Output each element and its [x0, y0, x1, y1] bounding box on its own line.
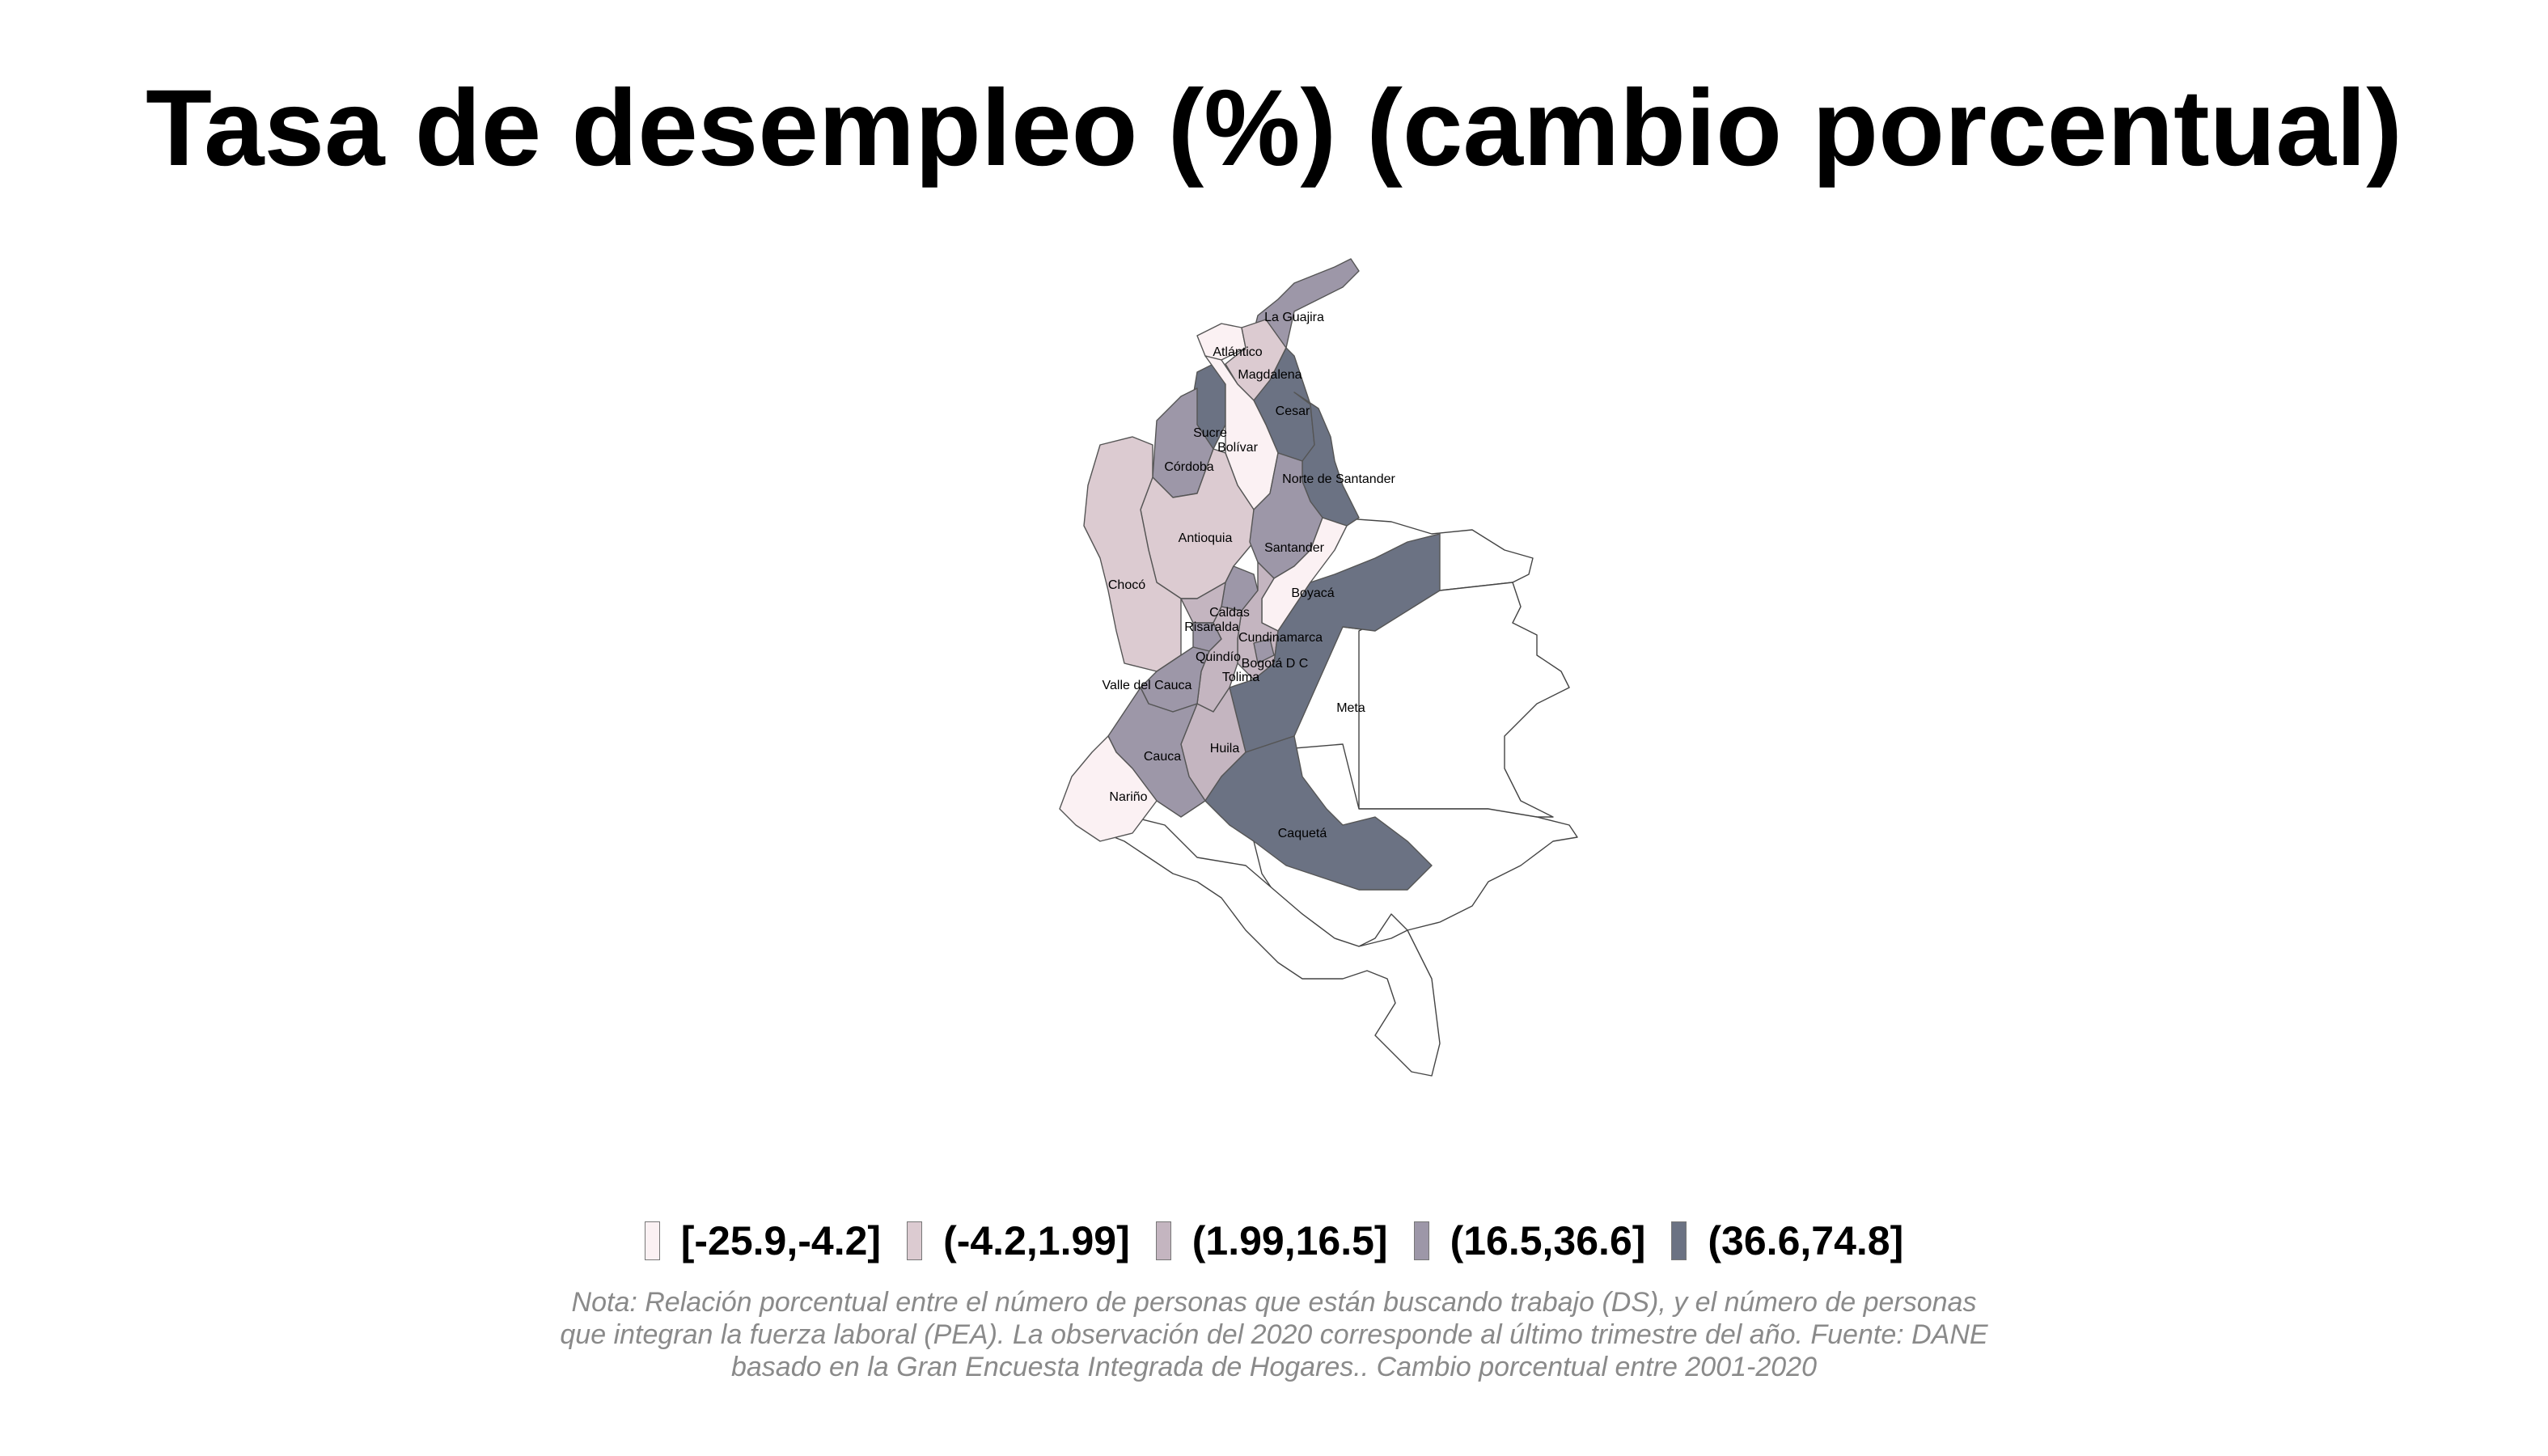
dept-label: Norte de Santander — [1282, 472, 1395, 486]
source-note: Nota: Relación porcentual entre el númer… — [560, 1287, 1988, 1382]
dept-label: Bogotá D C — [1242, 657, 1309, 671]
legend-item: (36.6,74.8] — [1671, 1217, 1903, 1264]
dept-label: Sucre — [1193, 426, 1227, 440]
dept-label: Huila — [1210, 742, 1240, 756]
region-no-data-amazonas-putumayo — [1099, 808, 1441, 1077]
dept-label: Caquetá — [1278, 827, 1327, 840]
dept-label: Quindío — [1196, 650, 1241, 664]
dept-label: Antioquia — [1179, 531, 1233, 545]
dept-label: Atlántico — [1213, 345, 1262, 359]
legend-swatch — [907, 1221, 923, 1260]
dept-caqueta — [1204, 735, 1433, 891]
dept-label: Córdoba — [1164, 460, 1213, 474]
map-title: Tasa de desempleo (%) (cambio porcentual… — [146, 68, 2402, 188]
dept-label: Chocó — [1108, 578, 1145, 592]
colombia-choropleth-map: La GuajiraAtlánticoMagdalenaCesarSucreBo… — [1059, 258, 1578, 1077]
dept-label: Tolima — [1222, 671, 1259, 684]
legend-label: (1.99,16.5] — [1191, 1218, 1388, 1263]
legend-item: (-4.2,1.99] — [907, 1217, 1130, 1264]
legend-item: [-25.9,-4.2] — [644, 1217, 882, 1264]
dept-narino — [1059, 735, 1158, 842]
legend: [-25.9,-4.2] (-4.2,1.99] (1.99,16.5] (16.5,… — [0, 1217, 2548, 1264]
legend-swatch — [1671, 1221, 1687, 1260]
dept-label: Caldas — [1209, 606, 1250, 620]
dept-bogota — [1253, 638, 1275, 664]
legend-label: [-25.9,-4.2] — [680, 1218, 882, 1263]
legend-swatch — [1155, 1221, 1171, 1260]
legend-label: (36.6,74.8] — [1708, 1218, 1904, 1263]
dept-label: Cauca — [1144, 750, 1181, 764]
dept-label: Cundinamarca — [1238, 631, 1323, 645]
legend-label: (16.5,36.6] — [1450, 1218, 1646, 1263]
legend-item: (16.5,36.6] — [1413, 1217, 1646, 1264]
dept-label: Santander — [1264, 541, 1325, 555]
dept-label: Bolívar — [1217, 441, 1258, 455]
dept-label: Meta — [1336, 701, 1365, 715]
dept-label: Cesar — [1276, 404, 1310, 418]
legend-swatch — [1413, 1221, 1429, 1260]
dept-label: Boyacá — [1291, 586, 1334, 600]
legend-item: (1.99,16.5] — [1155, 1217, 1388, 1264]
dept-label: Risaralda — [1184, 620, 1239, 634]
dept-label: Nariño — [1109, 790, 1147, 804]
dept-label: Valle del Cauca — [1103, 679, 1192, 692]
dept-label: Magdalena — [1238, 368, 1302, 382]
legend-label: (-4.2,1.99] — [943, 1218, 1130, 1263]
legend-swatch — [644, 1221, 660, 1260]
dept-label: La Guajira — [1264, 311, 1324, 324]
